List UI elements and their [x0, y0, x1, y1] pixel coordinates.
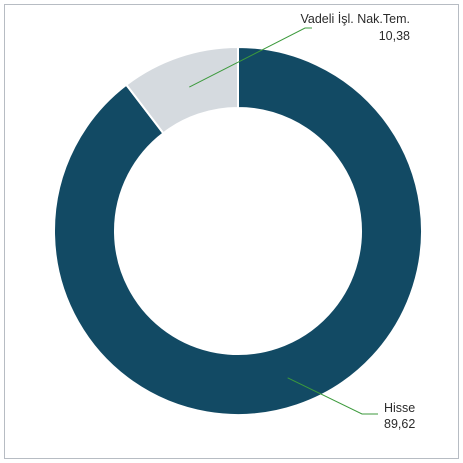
- slice-category-label: Hisse: [384, 401, 415, 415]
- slice-value-label: 89,62: [384, 417, 415, 431]
- slice-label-vadeli: Vadeli İşl. Nak.Tem. 10,38: [300, 12, 410, 43]
- donut-slices: [53, 45, 423, 416]
- donut-slice-1: [124, 45, 239, 135]
- leader-lines: [189, 27, 378, 415]
- leader-line-0: [287, 377, 378, 415]
- slice-category-label: Vadeli İşl. Nak.Tem.: [300, 12, 410, 26]
- slice-value-label: 10,38: [379, 29, 410, 43]
- leader-line-1: [189, 27, 312, 88]
- slice-label-hisse: Hisse 89,62: [384, 401, 415, 431]
- donut-slice-0: [53, 45, 423, 416]
